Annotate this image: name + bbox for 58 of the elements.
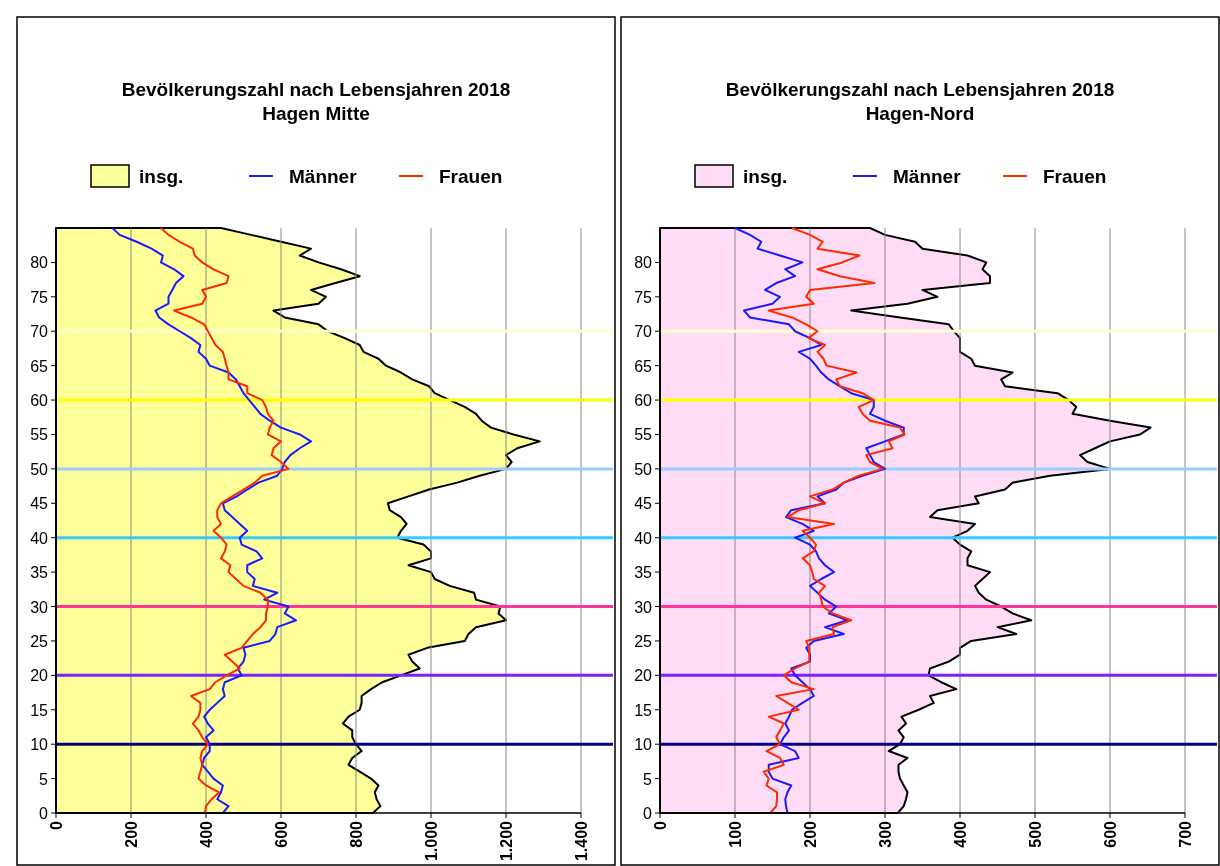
chart-title: Bevölkerungszahl nach Lebensjahren 2018: [121, 79, 511, 100]
y-tick-label: 30: [634, 598, 653, 616]
y-tick-label: 30: [30, 598, 49, 616]
x-tick-label: 100: [727, 820, 744, 848]
y-tick-label: 70: [30, 323, 49, 341]
y-tick-label: 25: [30, 632, 49, 650]
x-tick-label: 0: [48, 820, 65, 830]
y-tick-label: 55: [30, 426, 49, 444]
legend-label: insg.: [743, 166, 788, 187]
y-tick-label: 5: [39, 770, 49, 788]
y-tick-label: 5: [643, 770, 653, 788]
y-tick-label: 10: [634, 736, 653, 754]
y-tick-label: 35: [634, 564, 653, 582]
y-tick-label: 60: [634, 392, 653, 410]
x-tick-label: 200: [123, 820, 140, 848]
y-tick-label: 65: [30, 357, 49, 375]
x-tick-label: 200: [802, 820, 819, 848]
x-tick-label: 300: [877, 820, 894, 848]
x-tick-label: 1.000: [423, 820, 440, 862]
x-tick-label: 700: [1177, 820, 1194, 848]
legend-label: Frauen: [1043, 166, 1107, 187]
y-tick-label: 45: [634, 495, 653, 513]
chart-subtitle: Hagen-Nord: [865, 103, 975, 124]
y-tick-label: 20: [634, 667, 653, 685]
legend-label: insg.: [139, 166, 184, 187]
y-tick-label: 10: [30, 736, 49, 754]
y-tick-label: 20: [30, 667, 49, 685]
y-tick-label: 65: [634, 357, 653, 375]
y-tick-label: 70: [634, 323, 653, 341]
legend-label: Frauen: [439, 166, 503, 187]
x-tick-label: 400: [198, 820, 215, 848]
y-tick-label: 75: [30, 288, 49, 306]
y-tick-label: 15: [30, 701, 49, 719]
x-tick-label: 500: [1027, 820, 1044, 848]
y-tick-label: 40: [30, 529, 49, 547]
x-tick-label: 0: [652, 820, 669, 830]
y-tick-label: 80: [30, 254, 49, 272]
x-tick-label: 1.200: [498, 820, 515, 862]
y-tick-label: 80: [634, 254, 653, 272]
y-tick-label: 35: [30, 564, 49, 582]
y-tick-label: 45: [30, 495, 49, 513]
y-tick-label: 60: [30, 392, 49, 410]
y-tick-label: 55: [634, 426, 653, 444]
y-tick-label: 40: [634, 529, 653, 547]
x-tick-label: 400: [952, 820, 969, 848]
chart-title: Bevölkerungszahl nach Lebensjahren 2018: [725, 79, 1115, 100]
legend-label: Männer: [893, 166, 962, 187]
y-tick-label: 75: [634, 288, 653, 306]
legend-label: Männer: [289, 166, 358, 187]
y-tick-label: 25: [634, 632, 653, 650]
y-tick-label: 50: [634, 460, 653, 478]
y-tick-label: 15: [634, 701, 653, 719]
y-tick-label: 50: [30, 460, 49, 478]
x-tick-label: 600: [273, 820, 290, 848]
x-tick-label: 800: [348, 820, 365, 848]
x-tick-label: 600: [1102, 820, 1119, 848]
chart-subtitle: Hagen Mitte: [262, 103, 370, 124]
x-tick-label: 1.400: [573, 820, 590, 862]
